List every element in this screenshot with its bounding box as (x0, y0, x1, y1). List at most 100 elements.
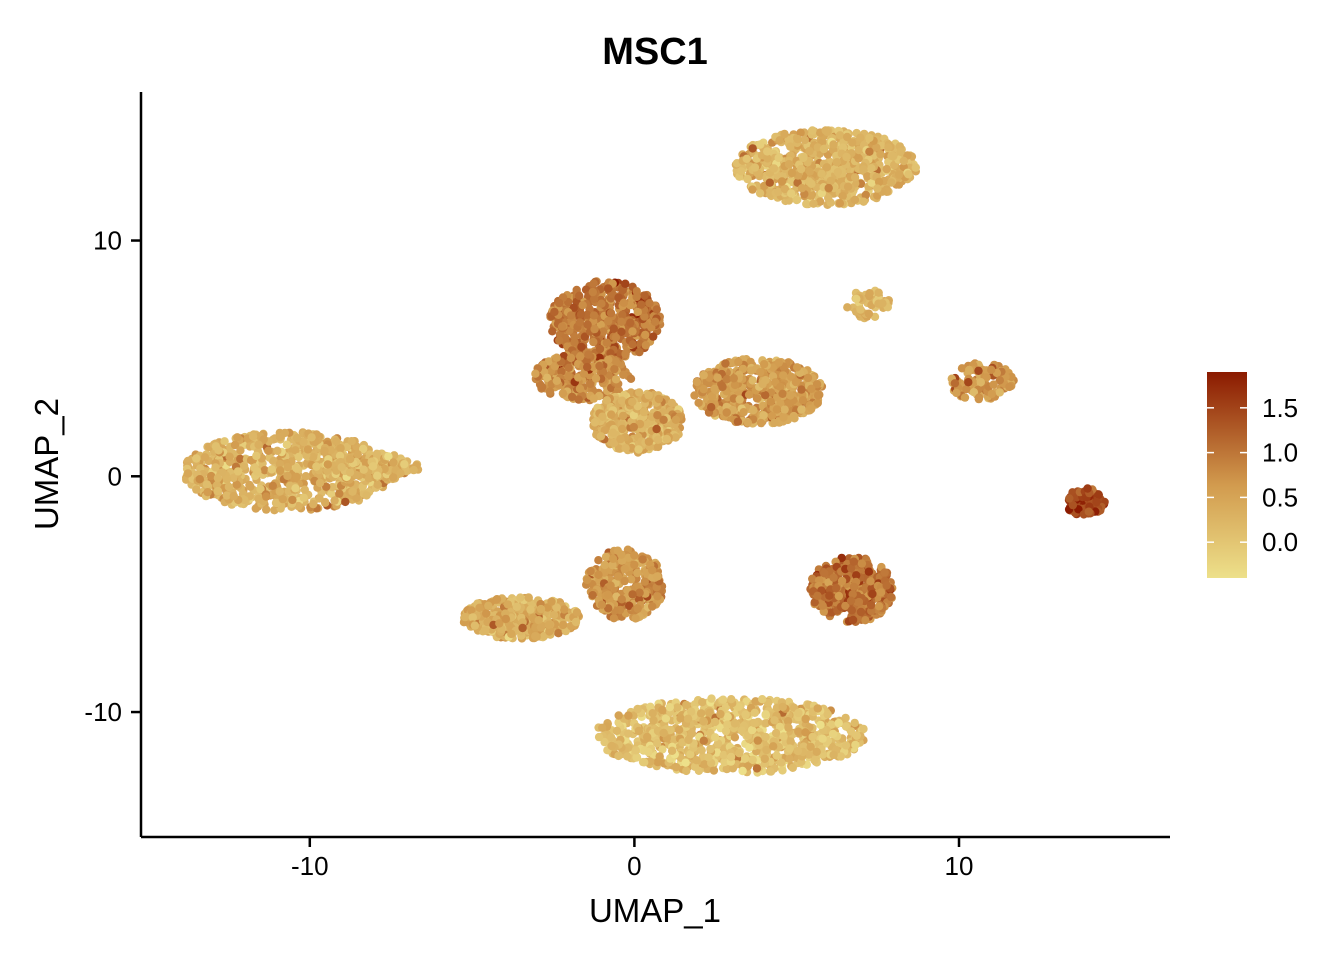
cell-point (524, 593, 533, 602)
cell-point (641, 341, 650, 350)
cell-point (346, 454, 355, 464)
cell-point (1084, 507, 1094, 516)
cell-point (843, 182, 853, 191)
cell-point (859, 197, 868, 206)
cell-point (826, 176, 835, 186)
cell-point (554, 629, 563, 638)
cell-point (501, 614, 510, 624)
cell-point (590, 418, 599, 427)
cell-point (774, 187, 783, 196)
cell-point (213, 473, 223, 483)
cell-point (874, 288, 883, 297)
cell-point (852, 294, 861, 304)
cell-point (658, 745, 667, 754)
cell-point (625, 601, 634, 610)
cell-point (645, 299, 654, 308)
scatter-points (182, 126, 1109, 777)
cell-point (848, 590, 857, 599)
cell-point (707, 392, 717, 401)
cell-point (825, 591, 834, 600)
cell-point (259, 435, 268, 444)
cell-point (774, 358, 783, 367)
cell-point (894, 170, 904, 179)
cell-point (373, 471, 382, 480)
cell-point (843, 132, 852, 142)
cell-point (640, 312, 649, 321)
cell-point (1092, 497, 1101, 507)
cell-point (633, 604, 642, 613)
cell-point (846, 563, 856, 573)
cell-point (748, 376, 757, 385)
cell-point (630, 560, 639, 569)
cell-point (328, 482, 337, 492)
cell-point (838, 191, 847, 201)
cell-point (222, 491, 231, 500)
cell-point (342, 442, 352, 452)
cell-point (626, 575, 636, 584)
cell-point (252, 451, 261, 461)
cell-point (598, 412, 607, 421)
cell-point (770, 418, 779, 428)
cell-point (850, 195, 860, 204)
cell-point (631, 614, 640, 623)
cell-point (503, 600, 513, 609)
cell-point (547, 597, 556, 606)
cell-point (604, 604, 613, 613)
cell-point (848, 615, 858, 625)
cell-point (574, 395, 583, 404)
cell-point (887, 178, 896, 187)
cell-point (837, 553, 846, 563)
cell-point (882, 164, 891, 174)
cell-point (589, 337, 598, 347)
cell-point (621, 349, 630, 359)
cell-point (797, 405, 806, 414)
cell-point (722, 408, 731, 417)
cell-point (576, 310, 586, 319)
cell-point (552, 353, 561, 362)
cell-point (332, 437, 341, 446)
cell-point (512, 602, 521, 611)
cell-point (536, 623, 546, 632)
cell-point (595, 361, 604, 371)
cell-point (253, 467, 262, 476)
cell-point (779, 371, 788, 380)
cell-point (659, 415, 668, 424)
cell-point (635, 347, 644, 357)
cell-point (1083, 484, 1092, 493)
cell-point (837, 576, 847, 586)
cell-point (635, 388, 644, 397)
cell-point (639, 407, 649, 417)
cell-point (867, 606, 876, 616)
cell-point (596, 432, 606, 441)
cell-point (236, 446, 245, 455)
cell-point (792, 363, 802, 372)
cell-point (802, 199, 811, 209)
cell-point (780, 405, 789, 414)
cell-point (282, 440, 292, 449)
cell-point (692, 377, 702, 387)
cell-point (648, 602, 657, 611)
cell-point (821, 126, 830, 135)
cell-point (590, 294, 599, 303)
cell-point (364, 474, 374, 483)
cell-point (614, 444, 624, 453)
cell-point (233, 467, 243, 476)
cell-point (911, 163, 920, 172)
cell-point (192, 485, 201, 494)
cell-point (962, 384, 971, 394)
cell-point (192, 454, 201, 463)
cell-point (303, 445, 313, 454)
cell-point (671, 433, 680, 442)
cell-point (1065, 494, 1074, 503)
cell-point (718, 382, 727, 392)
cell-point (352, 493, 361, 503)
cell-point (292, 472, 301, 482)
cell-point (229, 473, 238, 483)
cell-point (653, 435, 663, 444)
cell-point (628, 590, 637, 599)
cell-point (575, 352, 585, 361)
cell-point (627, 443, 636, 453)
cell-point (620, 576, 629, 586)
cell-point (572, 608, 582, 617)
cell-point (777, 177, 787, 186)
